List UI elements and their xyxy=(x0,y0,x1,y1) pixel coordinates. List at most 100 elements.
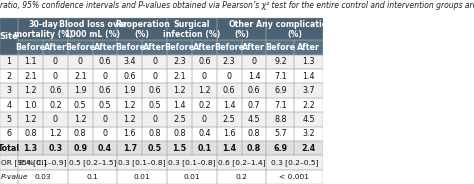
Bar xyxy=(266,141,294,155)
Bar xyxy=(68,98,92,112)
Bar xyxy=(18,84,43,98)
Bar xyxy=(167,112,192,127)
Bar xyxy=(217,69,242,84)
Bar xyxy=(242,98,266,112)
Text: Blood loss over
1000 mL (%): Blood loss over 1000 mL (%) xyxy=(58,20,127,39)
Bar xyxy=(242,55,266,69)
Text: 0: 0 xyxy=(152,57,157,66)
Text: 0: 0 xyxy=(53,57,58,66)
Text: 0: 0 xyxy=(152,115,157,124)
Bar xyxy=(167,127,192,141)
Bar xyxy=(18,170,68,184)
Bar xyxy=(18,127,43,141)
Bar xyxy=(167,141,192,155)
Bar xyxy=(167,170,217,184)
Bar xyxy=(68,84,92,98)
Text: After: After xyxy=(143,43,166,52)
Bar xyxy=(68,84,92,98)
Text: 0.5: 0.5 xyxy=(147,144,162,153)
Bar xyxy=(92,69,118,84)
Bar xyxy=(118,141,142,155)
Bar xyxy=(18,98,43,112)
Bar xyxy=(0,84,18,98)
Text: 0.3: 0.3 xyxy=(48,144,63,153)
Text: 2.1: 2.1 xyxy=(74,72,87,81)
Bar xyxy=(92,127,118,141)
Bar xyxy=(43,127,68,141)
Bar xyxy=(0,55,18,69)
Text: 1.4: 1.4 xyxy=(223,100,236,109)
Text: 8.8: 8.8 xyxy=(274,115,287,124)
Bar xyxy=(167,40,192,55)
Bar xyxy=(18,155,68,170)
Text: 0.1: 0.1 xyxy=(87,174,99,180)
Bar xyxy=(118,69,142,84)
Text: 2.3: 2.3 xyxy=(223,57,236,66)
Bar xyxy=(217,55,242,69)
Bar xyxy=(68,69,92,84)
Bar xyxy=(242,127,266,141)
Bar xyxy=(266,127,294,141)
Bar xyxy=(18,18,68,40)
Bar xyxy=(0,170,18,184)
Bar xyxy=(167,84,192,98)
Bar xyxy=(0,127,18,141)
Bar xyxy=(217,84,242,98)
Bar xyxy=(118,112,142,127)
Text: 6.9: 6.9 xyxy=(273,144,287,153)
Text: 1.4: 1.4 xyxy=(173,100,186,109)
Bar xyxy=(18,18,68,40)
Text: 0.4 [0.1–0.9]: 0.4 [0.1–0.9] xyxy=(19,159,67,166)
Text: 0.3 [0.1–0.8]: 0.3 [0.1–0.8] xyxy=(168,159,216,166)
Text: 4: 4 xyxy=(7,100,11,109)
Bar xyxy=(167,98,192,112)
Bar xyxy=(118,98,142,112)
Bar xyxy=(0,112,18,127)
Text: 5.7: 5.7 xyxy=(274,129,287,138)
Text: 1.5: 1.5 xyxy=(173,144,187,153)
Bar xyxy=(0,112,18,127)
Text: 1.2: 1.2 xyxy=(198,86,210,95)
Text: 0.6: 0.6 xyxy=(99,57,111,66)
Bar xyxy=(43,112,68,127)
Text: After: After xyxy=(297,43,320,52)
Bar xyxy=(167,18,217,40)
Bar xyxy=(294,141,323,155)
Bar xyxy=(266,170,323,184)
Bar xyxy=(266,170,323,184)
Bar xyxy=(18,141,43,155)
Bar xyxy=(192,84,217,98)
Text: 1.0: 1.0 xyxy=(24,100,37,109)
Bar xyxy=(266,98,294,112)
Bar xyxy=(118,18,167,40)
Bar xyxy=(266,112,294,127)
Bar xyxy=(118,155,167,170)
Bar xyxy=(18,141,43,155)
Text: 3.2: 3.2 xyxy=(302,129,315,138)
Bar xyxy=(18,112,43,127)
Text: 2.1: 2.1 xyxy=(173,72,186,81)
Text: 0.9: 0.9 xyxy=(73,144,87,153)
Bar xyxy=(18,155,68,170)
Text: 0.2: 0.2 xyxy=(49,100,62,109)
Bar xyxy=(92,141,118,155)
Bar xyxy=(266,84,294,98)
Bar xyxy=(217,98,242,112)
Bar xyxy=(142,127,167,141)
Bar xyxy=(192,84,217,98)
Text: 6: 6 xyxy=(7,129,11,138)
Bar xyxy=(118,40,142,55)
Bar xyxy=(0,18,18,55)
Bar xyxy=(68,98,92,112)
Bar xyxy=(266,55,294,69)
Bar xyxy=(266,69,294,84)
Bar xyxy=(167,55,192,69)
Text: 0: 0 xyxy=(152,72,157,81)
Bar xyxy=(294,98,323,112)
Bar xyxy=(242,98,266,112)
Text: Before: Before xyxy=(115,43,145,52)
Text: 1.2: 1.2 xyxy=(49,129,62,138)
Bar xyxy=(217,141,242,155)
Text: 0.8: 0.8 xyxy=(24,129,37,138)
Bar xyxy=(266,69,294,84)
